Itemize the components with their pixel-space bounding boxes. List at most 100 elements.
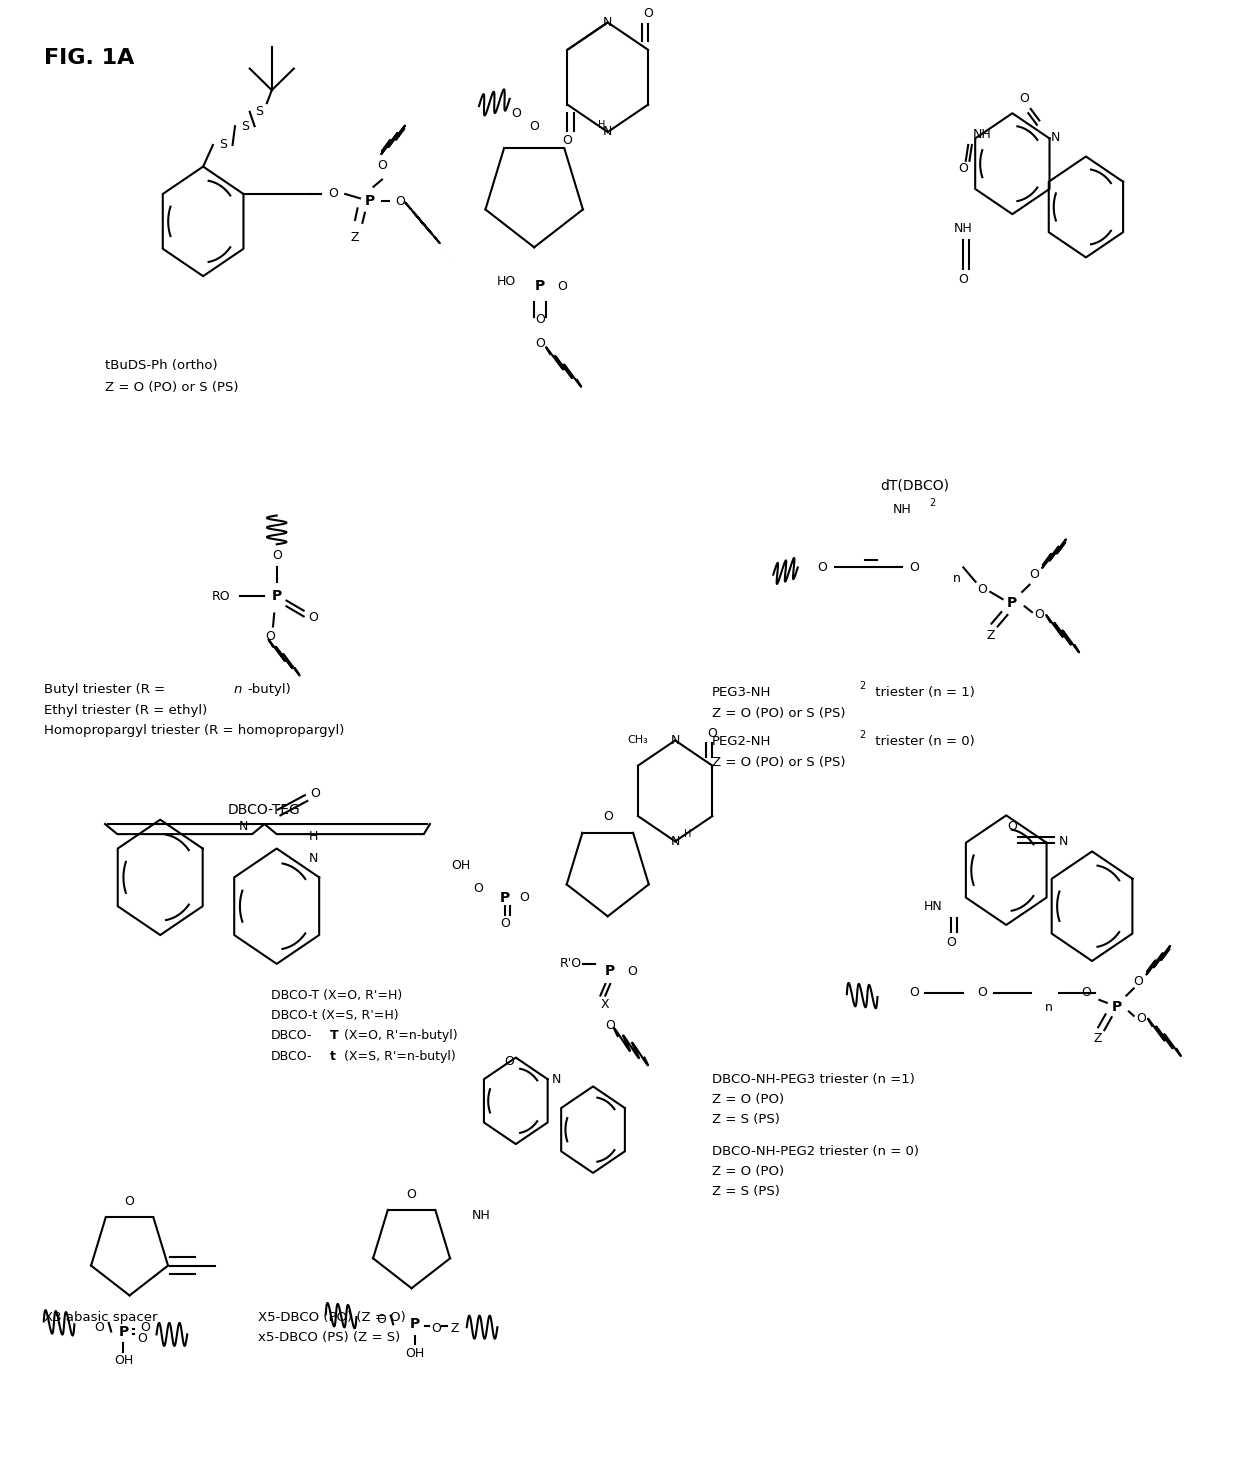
Text: O: O [472,882,482,896]
Text: X3 abasic spacer: X3 abasic spacer [43,1311,157,1324]
Text: O: O [959,162,968,174]
Text: O: O [977,583,987,596]
Text: O: O [977,986,987,999]
Text: O: O [1034,608,1044,621]
Text: Z = O (PO): Z = O (PO) [712,1164,784,1178]
Text: O: O [140,1321,150,1334]
Text: FIG. 1A: FIG. 1A [43,48,134,69]
Text: N: N [239,821,248,833]
Text: P: P [1007,596,1018,611]
Text: Z = S (PS): Z = S (PS) [712,1185,780,1198]
Text: O: O [909,561,919,574]
Text: O: O [310,787,320,801]
Text: DBCO-T (X=O, R'=H): DBCO-T (X=O, R'=H) [270,989,402,1002]
Text: OH: OH [451,859,470,872]
Text: Z = S (PS): Z = S (PS) [712,1113,780,1126]
Text: HO: HO [496,276,516,288]
Text: O: O [377,159,387,171]
Text: P: P [536,279,546,294]
Text: P: P [1111,1001,1122,1014]
Text: 2: 2 [859,729,866,739]
Text: O: O [520,891,529,904]
Text: DBCO-: DBCO- [270,1049,312,1062]
Text: O: O [505,1055,515,1068]
Text: O: O [1081,986,1091,999]
Text: O: O [1007,821,1017,833]
Text: H: H [309,830,319,843]
Text: DBCO-TEG: DBCO-TEG [228,802,301,817]
Text: tBuDS-Ph (ortho): tBuDS-Ph (ortho) [105,359,218,373]
Text: O: O [432,1322,441,1335]
Text: DBCO-NH-PEG2 triester (n = 0): DBCO-NH-PEG2 triester (n = 0) [712,1145,919,1157]
Text: 2: 2 [930,498,936,507]
Text: N: N [1059,834,1069,847]
Text: (X=O, R'=n-butyl): (X=O, R'=n-butyl) [341,1030,458,1043]
Text: P: P [500,891,510,904]
Text: Z: Z [450,1322,459,1335]
Text: N: N [603,126,613,139]
Text: O: O [605,1020,615,1033]
Text: Z: Z [1094,1033,1102,1045]
Text: S: S [255,105,264,118]
Text: Z = O (PO) or S (PS): Z = O (PO) or S (PS) [105,381,238,393]
Text: O: O [644,7,653,20]
Text: O: O [627,964,637,977]
Text: Z = O (PO) or S (PS): Z = O (PO) or S (PS) [712,755,846,768]
Text: DBCO-t (X=S, R'=H): DBCO-t (X=S, R'=H) [270,1010,398,1023]
Text: O: O [500,918,510,931]
Text: O: O [536,313,546,326]
Text: OH: OH [405,1347,425,1360]
Text: O: O [272,549,281,562]
Text: P: P [410,1318,420,1331]
Text: N: N [603,16,613,29]
Text: O: O [407,1188,417,1201]
Text: O: O [511,107,521,120]
Text: S: S [241,120,249,133]
Text: Homopropargyl triester (R = homopropargyl): Homopropargyl triester (R = homopropargy… [43,723,345,736]
Text: N: N [671,733,680,747]
Text: NH: NH [471,1208,490,1221]
Text: (X=S, R'=n-butyl): (X=S, R'=n-butyl) [341,1049,456,1062]
Text: N: N [309,852,319,865]
Text: PEG3-NH: PEG3-NH [712,687,771,700]
Text: P: P [118,1325,129,1338]
Text: O: O [909,986,919,999]
Text: N: N [552,1072,560,1086]
Text: P: P [272,589,281,603]
Text: O: O [558,279,568,292]
Text: NH: NH [972,129,991,142]
Text: Z: Z [986,628,994,641]
Text: O: O [603,811,613,824]
Text: O: O [1133,974,1143,988]
Text: O: O [536,337,546,351]
Text: PEG2-NH: PEG2-NH [712,735,771,748]
Text: HN: HN [924,900,942,913]
Text: DBCO-: DBCO- [270,1030,312,1043]
Text: O: O [396,194,405,207]
Text: O: O [309,611,319,624]
Text: Z = O (PO) or S (PS): Z = O (PO) or S (PS) [712,707,846,719]
Text: n: n [234,684,242,697]
Text: NH: NH [893,503,911,516]
Text: n: n [954,573,961,586]
Text: O: O [707,728,717,741]
Text: S: S [218,139,227,152]
Text: triester (n = 0): triester (n = 0) [872,735,975,748]
Text: OH: OH [114,1354,133,1367]
Text: -butyl): -butyl) [247,684,291,697]
Text: O: O [1019,92,1029,105]
Text: CH₃: CH₃ [627,735,649,745]
Text: O: O [376,1313,386,1327]
Text: O: O [817,561,827,574]
Text: t: t [330,1049,335,1062]
Text: x5-DBCO (PS) (Z = S): x5-DBCO (PS) (Z = S) [258,1331,401,1344]
Text: dT(DBCO): dT(DBCO) [879,478,949,492]
Text: O: O [136,1332,146,1346]
Text: n: n [1045,1001,1053,1014]
Text: Z = O (PO): Z = O (PO) [712,1093,784,1106]
Text: N: N [671,834,680,847]
Text: O: O [94,1321,104,1334]
Text: DBCO-NH-PEG3 triester (n =1): DBCO-NH-PEG3 triester (n =1) [712,1072,915,1086]
Text: H: H [683,828,691,839]
Text: O: O [1136,1012,1146,1026]
